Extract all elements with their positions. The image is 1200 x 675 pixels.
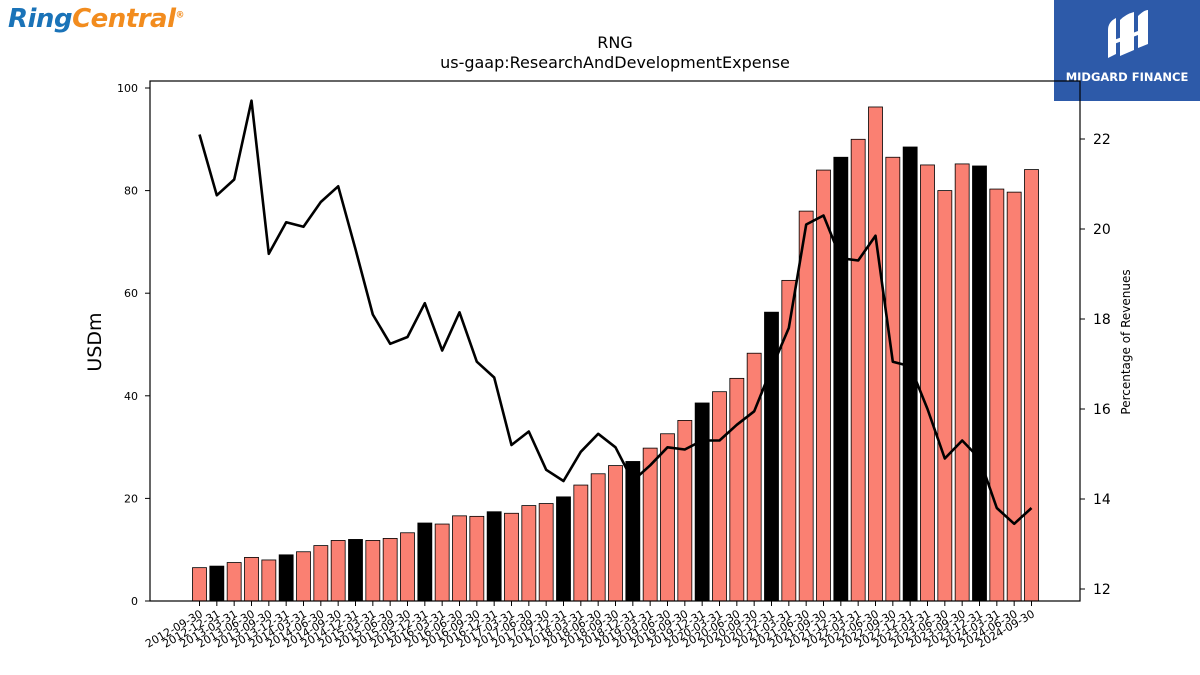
y2-tick-label: 14	[1093, 492, 1111, 508]
y-tick-label: 100	[117, 82, 138, 95]
bar-2023-03-31	[920, 164, 935, 602]
y2-tick-label: 18	[1093, 312, 1111, 328]
bar-2018-06-30	[590, 473, 606, 602]
bar-2014-06-30	[313, 545, 329, 602]
bar-2015-12-31	[417, 522, 433, 602]
y2-tick-label: 20	[1093, 222, 1111, 238]
chart-title: RNG	[597, 33, 632, 52]
bar-2022-03-31	[850, 138, 866, 602]
bar-2015-03-31	[365, 540, 381, 602]
bar-2021-12-31	[833, 156, 849, 602]
bar-2016-03-31	[434, 523, 450, 602]
percentage-line	[198, 99, 1033, 526]
midgard-finance-logo: MIDGARD FINANCE	[1054, 0, 1200, 101]
y-axis-label: USDm	[84, 312, 106, 371]
bar-2017-06-30	[521, 505, 537, 602]
bar-2021-09-30	[816, 169, 831, 602]
bar-2020-06-30	[729, 377, 745, 602]
bar-2014-09-30	[330, 540, 346, 602]
ringcentral-logo: RingCentral®	[8, 4, 184, 34]
bar-2018-09-30	[608, 465, 623, 602]
bar-2023-12-31	[972, 165, 987, 602]
bar-2022-06-30	[868, 106, 883, 602]
bar-2018-03-31	[573, 484, 589, 602]
bar-2020-09-30	[746, 352, 762, 602]
bar-2020-03-31	[712, 391, 727, 602]
bar-2017-03-31	[504, 512, 519, 602]
y2-tick-label: 12	[1093, 582, 1111, 598]
y-tick-label: 20	[124, 492, 138, 505]
bar-2023-09-30	[954, 163, 970, 602]
bar-2016-09-30	[469, 515, 485, 602]
bar-2024-06-30	[1006, 191, 1022, 602]
y2-axis-label: Percentage of Revenues	[1119, 269, 1133, 414]
bar-2014-03-31	[296, 551, 311, 602]
bar-2016-06-30	[452, 515, 467, 602]
bar-2013-06-30	[244, 556, 259, 602]
bar-2014-12-31	[348, 539, 363, 602]
bar-2015-09-30	[400, 532, 415, 602]
y-tick-label: 40	[124, 390, 138, 403]
bar-2019-06-30	[660, 433, 675, 602]
y-tick-label: 80	[124, 185, 138, 198]
bar-2022-12-31	[902, 146, 918, 602]
bar-2023-06-30	[937, 190, 953, 602]
y-tick-label: 0	[131, 595, 138, 608]
bar-2017-09-30	[538, 503, 554, 602]
bar-2013-03-31	[226, 562, 242, 602]
bar-2016-12-31	[486, 511, 502, 602]
bar-2015-06-30	[382, 538, 398, 602]
y-tick-label: 60	[124, 287, 138, 300]
bar-2013-09-30	[261, 559, 277, 602]
bar-2021-06-30	[798, 210, 814, 602]
bar-2024-03-31	[989, 188, 1005, 602]
bar-2019-12-31	[694, 402, 710, 602]
bar-2012-09-30	[192, 567, 207, 602]
midgard-emblem-icon	[1108, 10, 1148, 58]
bar-2012-12-31	[209, 565, 225, 602]
bar-2022-09-30	[885, 156, 901, 602]
bar-2017-12-31	[556, 496, 571, 602]
y2-tick-label: 22	[1093, 132, 1111, 148]
chart-subtitle: us-gaap:ResearchAndDevelopmentExpense	[440, 53, 790, 72]
y2-tick-label: 16	[1093, 402, 1111, 418]
bar-2013-12-31	[278, 554, 294, 602]
bar-2024-09-30	[1024, 169, 1039, 602]
bar-2018-12-31	[625, 461, 641, 602]
